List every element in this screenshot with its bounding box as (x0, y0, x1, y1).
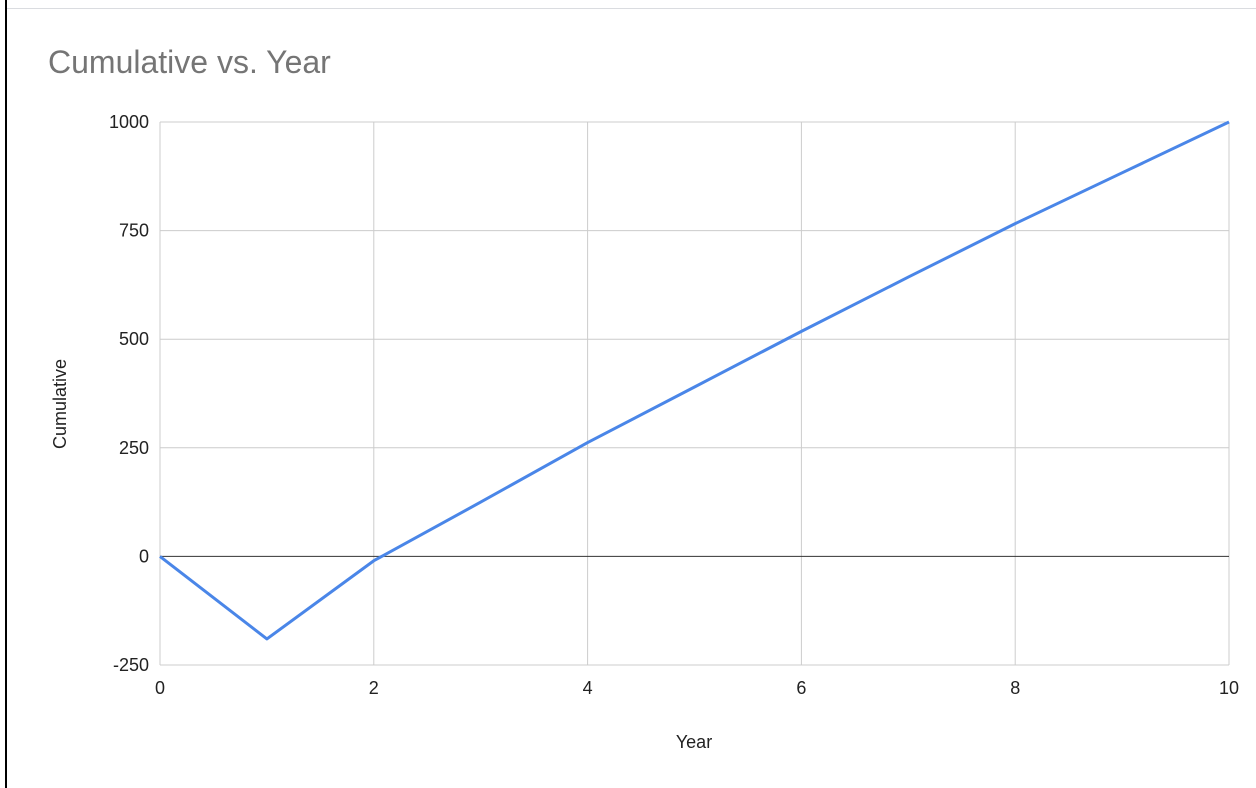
y-tick-label: 250 (119, 438, 149, 458)
series-lines (159, 120, 1230, 641)
x-tick-label: 4 (583, 678, 593, 698)
top-border (7, 8, 1256, 9)
x-tick-labels: 0 2 4 6 8 10 (155, 678, 1239, 698)
y-tick-label: 0 (139, 546, 149, 566)
x-axis-label: Year (676, 732, 712, 752)
x-tick-label: 10 (1219, 678, 1239, 698)
left-border (5, 0, 7, 788)
x-tick-label: 2 (369, 678, 379, 698)
grid-lines (159, 121, 1230, 666)
x-tick-label: 8 (1010, 678, 1020, 698)
x-tick-label: 6 (796, 678, 806, 698)
series-line (159, 120, 1230, 641)
y-tick-labels: -250 0 250 500 750 1000 (109, 112, 149, 675)
y-tick-label: 500 (119, 329, 149, 349)
y-axis-label: Cumulative (50, 359, 70, 449)
y-tick-label: 750 (119, 221, 149, 241)
chart-title: Cumulative vs. Year (48, 44, 331, 80)
x-tick-label: 0 (155, 678, 165, 698)
y-tick-label: 1000 (109, 112, 149, 132)
y-tick-label: -250 (113, 655, 149, 675)
